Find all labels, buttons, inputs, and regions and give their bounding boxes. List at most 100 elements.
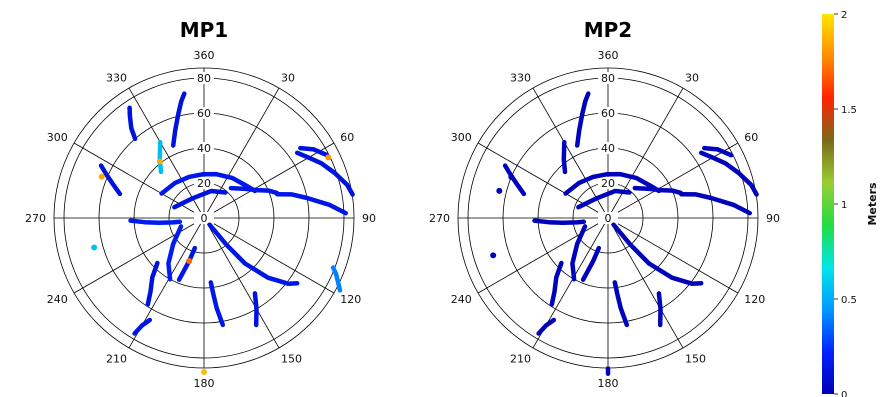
satellite-point bbox=[496, 187, 503, 194]
ring-label-bg bbox=[194, 142, 214, 154]
azimuth-spoke bbox=[607, 217, 684, 349]
satellite-track bbox=[563, 171, 662, 196]
satellite-track bbox=[127, 105, 138, 142]
azimuth-label-270: 270 bbox=[25, 212, 46, 225]
ring-label-bg bbox=[598, 107, 618, 119]
satellite-track bbox=[228, 185, 280, 196]
azimuth-spoke bbox=[477, 217, 609, 294]
ring-label-bg bbox=[194, 212, 214, 224]
ring-label-80: 80 bbox=[601, 72, 615, 85]
azimuth-label-90: 90 bbox=[362, 212, 376, 225]
azimuth-label-60: 60 bbox=[744, 131, 758, 144]
azimuth-label-90: 90 bbox=[766, 212, 780, 225]
azimuth-spoke bbox=[607, 217, 739, 294]
azimuth-label-60: 60 bbox=[340, 131, 354, 144]
satellite-track bbox=[580, 245, 602, 282]
plot-title: MP1 bbox=[180, 18, 228, 42]
satellite-track bbox=[170, 91, 187, 148]
azimuth-spoke bbox=[203, 217, 280, 349]
azimuth-spoke bbox=[607, 142, 739, 219]
azimuth-label-270: 270 bbox=[429, 212, 450, 225]
satellite-track bbox=[549, 260, 564, 307]
azimuth-label-150: 150 bbox=[685, 352, 706, 365]
colorbar-tick-label: 2 bbox=[841, 10, 847, 21]
satellite-track bbox=[274, 191, 348, 216]
ring-label-60: 60 bbox=[197, 107, 211, 120]
azimuth-label-120: 120 bbox=[744, 293, 765, 306]
satellite-track bbox=[702, 145, 734, 158]
colorbar: 0 0.5 1 1.5 2 Meters bbox=[822, 10, 879, 397]
ring-label-bg bbox=[194, 107, 214, 119]
azimuth-spoke bbox=[73, 217, 205, 294]
satellite-point bbox=[490, 252, 497, 259]
colorbar-tick-label: 1.5 bbox=[841, 105, 857, 116]
azimuth-label-30: 30 bbox=[685, 72, 699, 85]
colorbar-tick-label: 0 bbox=[841, 390, 847, 397]
satellite-track bbox=[159, 171, 258, 196]
azimuth-label-360: 360 bbox=[194, 49, 215, 62]
azimuth-label-300: 300 bbox=[47, 131, 68, 144]
plot-title: MP2 bbox=[584, 18, 632, 42]
azimuth-spoke bbox=[607, 87, 684, 219]
satellite-track bbox=[145, 260, 160, 307]
ring-label-bg bbox=[598, 72, 618, 84]
satellite-track bbox=[612, 280, 630, 328]
azimuth-spoke bbox=[203, 217, 335, 294]
satellite-track bbox=[532, 218, 587, 226]
azimuth-label-180: 180 bbox=[598, 377, 619, 390]
ring-label-20: 20 bbox=[197, 177, 211, 190]
colorbar-gradient bbox=[822, 14, 834, 394]
ring-label-bg bbox=[598, 212, 618, 224]
satellite-track bbox=[98, 163, 123, 197]
colorbar-title: Meters bbox=[866, 182, 879, 226]
satellite-track bbox=[574, 91, 591, 148]
ring-label-80: 80 bbox=[197, 72, 211, 85]
azimuth-spoke bbox=[203, 87, 280, 219]
ring-label-bg bbox=[598, 142, 618, 154]
ring-label-bg bbox=[194, 72, 214, 84]
ring-label-40: 40 bbox=[601, 142, 615, 155]
azimuth-label-30: 30 bbox=[281, 72, 295, 85]
satellite-track bbox=[252, 291, 259, 328]
azimuth-label-210: 210 bbox=[106, 352, 127, 365]
satellite-track bbox=[157, 139, 164, 175]
azimuth-label-210: 210 bbox=[510, 352, 531, 365]
azimuth-spoke bbox=[203, 142, 335, 219]
satellite-track bbox=[632, 185, 684, 196]
satellite-track bbox=[172, 188, 228, 210]
satellite-track bbox=[176, 245, 198, 282]
azimuth-label-300: 300 bbox=[451, 131, 472, 144]
satellite-point bbox=[186, 258, 193, 265]
polar-plot-1: MP1 360 30 60 90 120 150 180 210 240 270 300 330 0 20 4… bbox=[25, 18, 376, 390]
satellite-track bbox=[698, 150, 759, 197]
ring-label-bg bbox=[194, 177, 214, 189]
azimuth-label-150: 150 bbox=[281, 352, 302, 365]
ring-label-bg bbox=[598, 177, 618, 189]
satellite-point bbox=[98, 173, 105, 180]
azimuth-label-330: 330 bbox=[106, 72, 127, 85]
colorbar-tick-label: 1 bbox=[841, 200, 847, 211]
ring-label-0: 0 bbox=[605, 212, 612, 225]
satellite-track bbox=[561, 139, 568, 175]
satellite-point bbox=[325, 154, 332, 161]
satellite-track bbox=[132, 317, 153, 336]
ring-label-60: 60 bbox=[601, 107, 615, 120]
satellite-track bbox=[330, 265, 343, 293]
satellite-point bbox=[91, 244, 98, 251]
satellite-track bbox=[570, 224, 588, 282]
satellite-track bbox=[298, 145, 330, 158]
satellite-track bbox=[678, 191, 752, 216]
ring-label-0: 0 bbox=[201, 212, 208, 225]
ring-label-40: 40 bbox=[197, 142, 211, 155]
satellite-track bbox=[611, 222, 704, 286]
satellite-track bbox=[502, 163, 527, 197]
satellite-track bbox=[576, 188, 632, 210]
satellite-track bbox=[536, 317, 557, 336]
azimuth-label-240: 240 bbox=[451, 293, 472, 306]
satellite-track bbox=[207, 222, 300, 286]
satellite-track bbox=[656, 291, 663, 328]
azimuth-label-330: 330 bbox=[510, 72, 531, 85]
satellite-point bbox=[508, 173, 515, 180]
